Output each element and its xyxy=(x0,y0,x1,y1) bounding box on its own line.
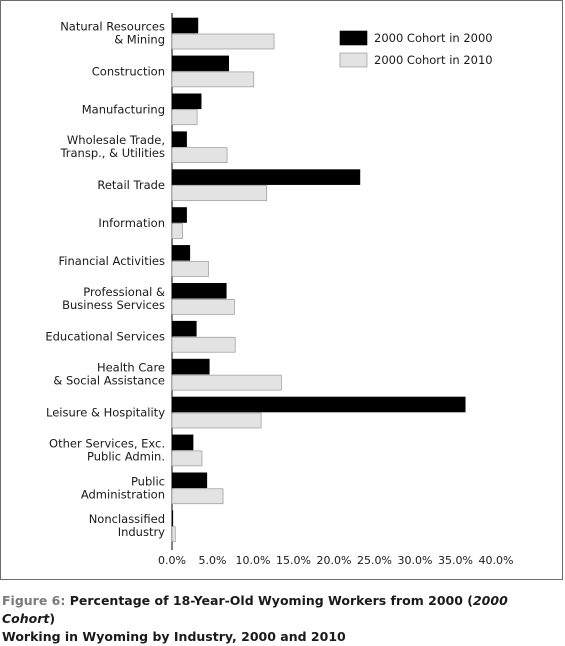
x-tick-label: 30.0% xyxy=(398,554,433,567)
bar-2010 xyxy=(171,71,255,88)
bar-2000 xyxy=(171,434,194,451)
category-label: Educational Services xyxy=(45,330,165,344)
caption-text: Percentage of 18-Year-Old Wyoming Worker… xyxy=(69,593,473,608)
category-label: Professional & Business Services xyxy=(62,285,165,312)
category-label: Other Services, Exc. Public Admin. xyxy=(49,436,165,463)
bar-2000 xyxy=(171,245,191,261)
caption-line-2: Working in Wyoming by Industry, 2000 and… xyxy=(2,629,346,644)
bar-2000 xyxy=(171,131,187,147)
x-tick-label: 10.0% xyxy=(236,554,271,567)
category-label: Financial Activities xyxy=(59,254,165,268)
bar-2010 xyxy=(171,33,275,50)
x-tick-label: 0.0% xyxy=(158,554,186,567)
legend-swatch xyxy=(339,52,368,68)
bar-2000 xyxy=(171,207,187,223)
x-tick-label: 20.0% xyxy=(317,554,352,567)
bar-2000 xyxy=(171,282,227,299)
caption-text-end: ) xyxy=(49,611,56,626)
bar-2000 xyxy=(171,169,361,185)
figure-number: Figure 6: xyxy=(2,593,66,608)
bar-2010 xyxy=(171,488,224,505)
bar-2010 xyxy=(171,185,268,201)
bar-2010 xyxy=(171,298,235,315)
x-tick-label: 15.0% xyxy=(276,554,311,567)
legend-swatch xyxy=(339,30,368,46)
bar-2000 xyxy=(171,320,197,337)
category-label: Information xyxy=(98,216,165,230)
category-label: Natural Resources & Mining xyxy=(60,20,165,47)
caption-emphasis: 2000 Cohort xyxy=(2,593,508,626)
legend-label: 2000 Cohort in 2010 xyxy=(374,53,493,67)
bar-2010 xyxy=(171,412,262,429)
x-tick-label: 40.0% xyxy=(479,554,514,567)
category-label: Construction xyxy=(92,64,165,78)
bar-2000 xyxy=(171,358,210,375)
category-label: Retail Trade xyxy=(97,178,165,192)
bar-2010 xyxy=(171,223,183,239)
bar-2000 xyxy=(171,55,230,72)
bar-2000 xyxy=(171,472,208,489)
x-tick-label: 25.0% xyxy=(357,554,392,567)
category-label: Leisure & Hospitality xyxy=(46,406,165,420)
chart-frame: Natural Resources & Mining Construction Man… xyxy=(0,0,563,580)
caption-line-1: Figure 6: Percentage of 18-Year-Old Wyom… xyxy=(2,592,562,628)
category-label: Nonclassified Industry xyxy=(89,512,165,539)
bar-2000 xyxy=(171,93,202,110)
bar-2000 xyxy=(171,17,199,34)
bar-2010 xyxy=(171,526,176,543)
bar-2010 xyxy=(171,109,198,126)
category-label: Public Administration xyxy=(81,474,165,501)
bar-2010 xyxy=(171,374,282,391)
bar-2010 xyxy=(171,147,228,163)
bar-2000 xyxy=(171,510,174,527)
x-tick-label: 5.0% xyxy=(199,554,227,567)
bar-chart: Natural Resources & Mining Construction Man… xyxy=(45,13,514,567)
bar-2010 xyxy=(171,336,236,353)
category-label: Health Care & Social Assistance xyxy=(53,361,165,388)
bar-2010 xyxy=(171,261,209,277)
bar-2000 xyxy=(171,396,466,413)
bar-2010 xyxy=(171,450,203,467)
category-label: Manufacturing xyxy=(82,102,165,116)
x-tick-label: 35.0% xyxy=(438,554,473,567)
legend-label: 2000 Cohort in 2000 xyxy=(374,31,493,45)
category-label: Wholesale Trade, Transp., & Utilities xyxy=(59,133,165,160)
